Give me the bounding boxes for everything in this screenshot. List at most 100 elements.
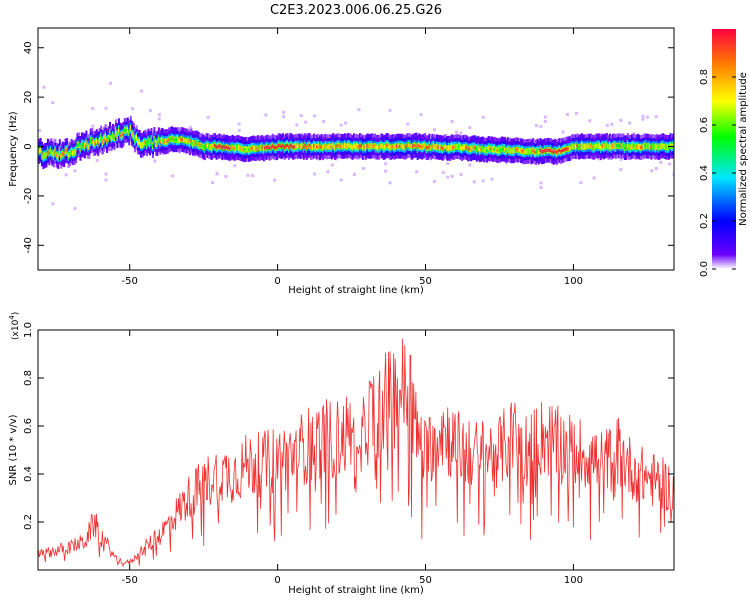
spectrogram-cell <box>42 85 46 89</box>
spectrogram-cell <box>316 145 319 149</box>
spectrogram-cell <box>91 107 95 111</box>
spectrogram-cell <box>308 143 311 148</box>
colorbar-ticks: 0.0 0.2 0.4 0.6 0.8 <box>699 69 736 277</box>
spectrogram-cell <box>419 113 423 117</box>
spectrogram-cell <box>642 144 646 149</box>
spectrogram-cell <box>147 139 150 143</box>
spectrogram-cell <box>487 146 490 151</box>
spectrogram-cell <box>579 145 582 149</box>
spectrogram-cell <box>335 144 338 149</box>
spectrogram-cell <box>545 148 548 153</box>
spectrogram-cell <box>157 117 161 121</box>
x-tick-label: 100 <box>564 276 583 287</box>
spectrogram-cell <box>628 121 632 125</box>
spectrogram-cell <box>626 143 629 148</box>
spectrogram-cell <box>412 144 415 148</box>
spectrogram-cell <box>237 145 240 150</box>
spectrogram-cell <box>101 140 104 144</box>
spectrogram-cell <box>242 147 245 151</box>
spectrogram-cell <box>524 149 527 154</box>
spectrogram-cell <box>598 144 601 148</box>
spectrogram-cell <box>113 136 116 140</box>
spectrogram-cell <box>234 146 237 150</box>
spectrogram-cell <box>342 144 345 149</box>
spectrogram-cell <box>299 114 303 118</box>
spectrogram-cell <box>426 145 430 150</box>
spectrogram-cell <box>104 106 108 110</box>
spectrogram-cell <box>363 145 366 149</box>
spectrogram-cell <box>236 145 239 150</box>
spectrogram-cell <box>280 145 283 149</box>
spectrogram-cell <box>94 141 97 146</box>
spectrogram-cell <box>659 145 662 149</box>
spectrogram-cell <box>339 123 343 127</box>
spectrogram-cell <box>650 145 653 150</box>
spectrogram-cell <box>483 148 486 152</box>
spectrogram-cell <box>313 144 316 148</box>
spectrogram-cell <box>336 143 339 148</box>
spectrogram-cell <box>39 148 42 153</box>
spectrogram-cell <box>591 145 594 149</box>
spectrogram-cell <box>534 124 538 128</box>
spectrogram-cell <box>233 164 237 168</box>
y-tick-label: 0.4 <box>23 466 34 482</box>
spectrogram-cell <box>289 143 292 148</box>
spectrogram-cell <box>517 148 520 152</box>
colorbar-tick-label: 0.6 <box>699 117 710 133</box>
spectrogram-cell <box>129 126 132 130</box>
spectrogram-cell <box>156 141 159 146</box>
spectrogram-cell <box>672 143 674 148</box>
spectrogram-cell <box>384 145 387 149</box>
y-tick-label: 0.8 <box>23 370 34 386</box>
spectrogram-cell <box>564 147 567 151</box>
spectrogram-cell <box>663 144 666 149</box>
spectrogram-cell <box>650 169 654 173</box>
spectrogram-cell <box>594 145 597 149</box>
snr-exponent-label: (x104) <box>8 312 21 340</box>
spectrogram-cell <box>416 145 419 150</box>
spectrogram-cell <box>310 145 313 150</box>
spectrogram-cell <box>530 150 533 154</box>
spectrogram-cell <box>313 114 317 118</box>
spectrogram-cell <box>668 162 672 166</box>
spectrogram-cell <box>330 163 334 167</box>
spectrogram-heat-layer <box>38 81 674 211</box>
y-tick-label: 0.6 <box>23 418 34 434</box>
spectrogram-cell <box>390 145 393 150</box>
snr-background <box>38 330 674 570</box>
colorbar-tick-label: 0.8 <box>699 69 710 85</box>
spectrogram-cell <box>529 149 532 153</box>
spectrogram-cell <box>668 145 671 150</box>
spectrogram-cell <box>446 161 450 165</box>
spectrogram-cell <box>52 153 55 157</box>
spectrogram-cell <box>509 149 512 153</box>
spectrogram-cell <box>475 147 478 152</box>
spectrogram-cell <box>657 145 660 150</box>
spectrogram-cell <box>388 145 391 149</box>
spectrogram-cell <box>551 149 554 154</box>
spectrogram-cell <box>95 139 98 144</box>
spectrogram-cell <box>597 157 601 161</box>
spectrogram-cell <box>481 115 485 119</box>
spectrogram-cell <box>267 145 270 149</box>
spectrogram-cell <box>228 146 231 151</box>
spectrogram-cell <box>526 149 529 154</box>
spectrogram-cell <box>117 128 120 133</box>
y-tick-label: 20 <box>23 91 34 104</box>
spectrogram-cell <box>503 147 506 152</box>
spectrogram-cell <box>387 143 390 148</box>
spectrogram-cell <box>311 145 314 149</box>
spectrogram-cell <box>653 145 656 149</box>
spectrogram-cell <box>103 137 106 142</box>
spectrogram-cell <box>459 173 463 177</box>
spectrogram-cell <box>651 144 654 149</box>
spectrogram-cell <box>413 143 416 148</box>
spectrogram-cell <box>604 144 607 148</box>
spectrogram-y-axis-label: Frequency (Hz) <box>8 111 19 187</box>
spectrogram-cell <box>262 147 265 151</box>
spectrogram-cell <box>472 180 476 184</box>
spectrogram-cell <box>455 130 459 134</box>
spectrogram-cell <box>332 143 335 148</box>
spectrogram-x-ticks: -50 0 50 100 <box>122 28 583 287</box>
spectrogram-cell <box>450 120 454 124</box>
